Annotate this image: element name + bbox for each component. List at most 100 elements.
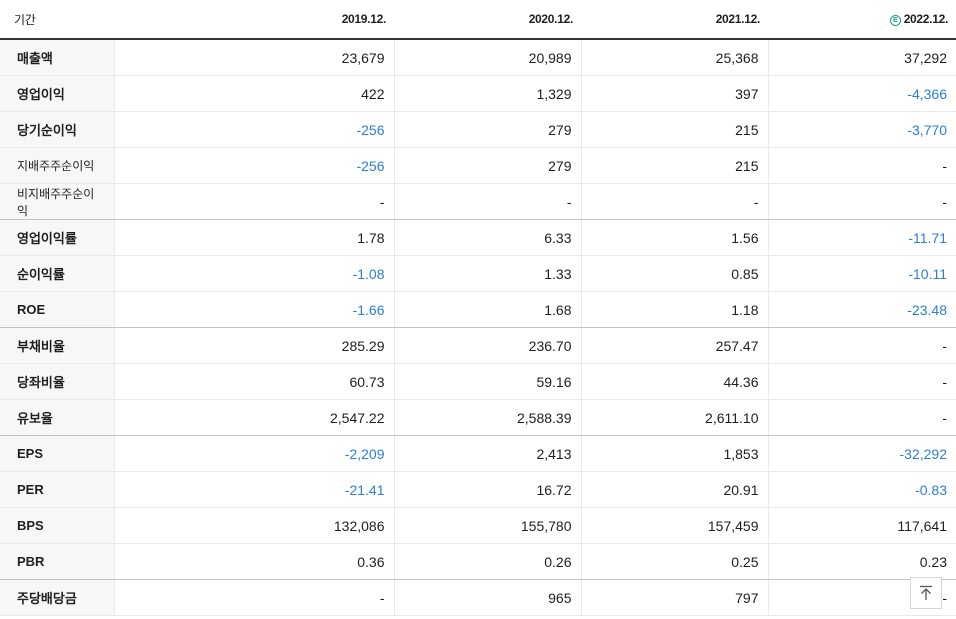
- row-label: 당좌비율: [0, 363, 114, 400]
- value-cell-2019: 23,679: [113, 39, 394, 76]
- value-cell-2022: -: [767, 183, 956, 220]
- value-cell-2021: 44.36: [580, 363, 768, 400]
- value-cell-2022: -10.11: [767, 255, 956, 292]
- value-cell-2020: 1,329: [393, 75, 581, 112]
- value-cell-2022: -: [767, 363, 956, 400]
- value-cell-2019: -21.41: [113, 471, 394, 508]
- table-row: 당좌비율 60.73 59.16 44.36-: [0, 363, 956, 400]
- value-cell-2019: -2,209: [113, 435, 394, 472]
- table-header-row: 기간 2019.12. 2020.12. 2021.12. E 2022.12.: [0, 0, 956, 40]
- value-cell-2019: -256: [113, 147, 394, 184]
- table-row: 지배주주순이익 -256 279 215-: [0, 147, 956, 184]
- row-label: 주당배당금: [0, 579, 114, 616]
- value-cell-2020: 2,413: [393, 435, 581, 472]
- value-cell-2022: -: [767, 399, 956, 436]
- value-cell-2020: 0.26: [393, 543, 581, 580]
- value-cell-2022: 0.23: [767, 543, 956, 580]
- value-cell-2021: 25,368: [580, 39, 768, 76]
- value-cell-2019: 1.78: [113, 219, 394, 256]
- value-cell-2021: 215: [580, 111, 768, 148]
- table-row: 당기순이익 -256 279 215 -3,770: [0, 111, 956, 148]
- value-cell-2022: -: [767, 147, 956, 184]
- value-cell-2019: 60.73: [113, 363, 394, 400]
- value-cell-2021: 797: [580, 579, 768, 616]
- value-cell-2022: -4,366: [767, 75, 956, 112]
- row-label: 매출액: [0, 39, 114, 76]
- value-cell-2022: -0.83: [767, 471, 956, 508]
- value-cell-2019: 2,547.22: [113, 399, 394, 436]
- period-header-label: 기간: [0, 0, 114, 40]
- value-cell-2021: -: [580, 183, 768, 220]
- value-cell-2020: 20,989: [393, 39, 581, 76]
- row-label: EPS: [0, 435, 114, 472]
- value-cell-2020: 59.16: [393, 363, 581, 400]
- period-2021: 2021.12.: [581, 0, 768, 40]
- value-cell-2019: 422: [113, 75, 394, 112]
- value-cell-2021: 215: [580, 147, 768, 184]
- table-row: 순이익률 -1.08 1.33 0.85 -10.11: [0, 255, 956, 292]
- value-cell-2022: -: [767, 327, 956, 364]
- value-cell-2019: 0.36: [113, 543, 394, 580]
- value-cell-2021: 20.91: [580, 471, 768, 508]
- value-cell-2022: -32,292: [767, 435, 956, 472]
- row-label: ROE: [0, 291, 114, 328]
- value-cell-2021: 0.85: [580, 255, 768, 292]
- value-cell-2019: -: [113, 183, 394, 220]
- value-cell-2019: -256: [113, 111, 394, 148]
- value-cell-2021: 1.18: [580, 291, 768, 328]
- row-label: 유보율: [0, 399, 114, 436]
- value-cell-2019: 285.29: [113, 327, 394, 364]
- value-cell-2022: 37,292: [767, 39, 956, 76]
- table-row: 영업이익 422 1,329 397 -4,366: [0, 75, 956, 112]
- table-row: 유보율 2,547.22 2,588.39 2,611.10-: [0, 399, 956, 436]
- value-cell-2022: -3,770: [767, 111, 956, 148]
- table-row: 비지배주주순이익 - - - -: [0, 183, 956, 220]
- value-cell-2019: -: [113, 579, 394, 616]
- table-row: PER -21.41 16.72 20.91 -0.83: [0, 471, 956, 508]
- value-cell-2019: -1.08: [113, 255, 394, 292]
- value-cell-2020: 6.33: [393, 219, 581, 256]
- value-cell-2019: 132,086: [113, 507, 394, 544]
- period-2020: 2020.12.: [394, 0, 581, 40]
- table-row: EPS -2,209 2,413 1,853 -32,292: [0, 435, 956, 472]
- row-label: PER: [0, 471, 114, 508]
- value-cell-2020: 1.33: [393, 255, 581, 292]
- row-label: 당기순이익: [0, 111, 114, 148]
- estimate-icon: E: [889, 15, 901, 26]
- value-cell-2020: -: [393, 183, 581, 220]
- value-cell-2022: -11.71: [767, 219, 956, 256]
- value-cell-2020: 965: [393, 579, 581, 616]
- value-cell-2021: 1,853: [580, 435, 768, 472]
- value-cell-2021: 157,459: [580, 507, 768, 544]
- row-label: 비지배주주순이익: [0, 183, 114, 220]
- table-row: 영업이익률 1.78 6.33 1.56 -11.71: [0, 219, 956, 256]
- scroll-to-top-button[interactable]: [910, 577, 942, 609]
- row-label: 부채비율: [0, 327, 114, 364]
- value-cell-2020: 279: [393, 147, 581, 184]
- row-label: BPS: [0, 507, 114, 544]
- value-cell-2022: -23.48: [767, 291, 956, 328]
- value-cell-2020: 2,588.39: [393, 399, 581, 436]
- value-cell-2020: 155,780: [393, 507, 581, 544]
- table-row: BPS 132,086 155,780 157,459 117,641: [0, 507, 956, 544]
- table-row: 매출액 23,679 20,989 25,368 37,292: [0, 39, 956, 76]
- value-cell-2021: 397: [580, 75, 768, 112]
- arrow-up-to-top-icon: [920, 585, 932, 600]
- row-label: 지배주주순이익: [0, 147, 114, 184]
- row-label: 영업이익: [0, 75, 114, 112]
- period-2022-estimate: E 2022.12.: [768, 0, 956, 40]
- value-cell-2021: 257.47: [580, 327, 768, 364]
- value-cell-2021: 1.56: [580, 219, 768, 256]
- table-row: ROE -1.66 1.68 1.18 -23.48: [0, 291, 956, 328]
- table-row: PBR 0.36 0.26 0.25 0.23: [0, 543, 956, 580]
- table-row: 주당배당금 -965 797-: [0, 579, 956, 616]
- value-cell-2020: 16.72: [393, 471, 581, 508]
- value-cell-2020: 1.68: [393, 291, 581, 328]
- table-row: 부채비율 285.29 236.70 257.47-: [0, 327, 956, 364]
- period-2019: 2019.12.: [114, 0, 394, 40]
- row-label: 순이익률: [0, 255, 114, 292]
- row-label: PBR: [0, 543, 114, 580]
- value-cell-2021: 2,611.10: [580, 399, 768, 436]
